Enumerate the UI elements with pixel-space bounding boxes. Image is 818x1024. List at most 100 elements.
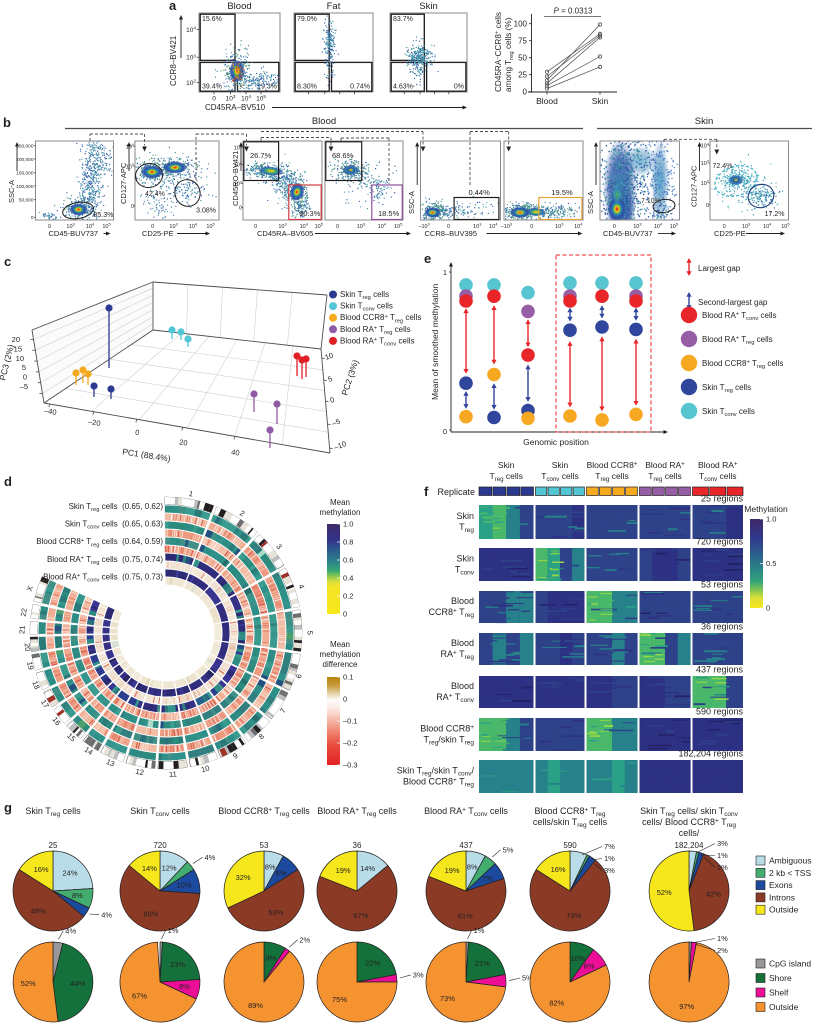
svg-text:250,000: 250,000: [16, 144, 34, 150]
svg-text:–103​: –103​: [418, 222, 430, 230]
svg-text:CCR8–BV421: CCR8–BV421: [169, 35, 178, 86]
svg-text:0: 0: [723, 224, 726, 230]
svg-text:42%: 42%: [706, 890, 721, 899]
svg-text:8%: 8%: [467, 863, 478, 872]
svg-text:Mean: Mean: [330, 498, 350, 507]
svg-text:53%: 53%: [268, 908, 283, 917]
svg-text:Skin: Skin: [456, 554, 474, 564]
svg-text:CCR8+​ Treg​: CCR8+​ Treg​: [429, 607, 475, 619]
svg-text:52%: 52%: [21, 979, 36, 988]
svg-text:105​: 105​: [234, 143, 243, 151]
svg-text:5: 5: [305, 631, 314, 635]
svg-text:105​: 105​: [670, 222, 679, 230]
svg-text:60.3%: 60.3%: [299, 209, 321, 218]
svg-text:–0.1: –0.1: [343, 717, 358, 726]
svg-text:Skin: Skin: [498, 460, 515, 470]
svg-text:14: 14: [83, 745, 95, 757]
svg-text:97%: 97%: [679, 1002, 694, 1011]
svg-text:79.0%: 79.0%: [297, 16, 317, 23]
svg-text:19%: 19%: [336, 866, 351, 875]
svg-text:d: d: [4, 474, 12, 489]
svg-text:f: f: [424, 484, 429, 499]
svg-text:CCR8–BUV395: CCR8–BUV395: [425, 229, 478, 238]
svg-text:20: 20: [23, 643, 33, 652]
svg-text:c: c: [4, 254, 11, 269]
svg-text:5%: 5%: [522, 974, 533, 983]
svg-text:18.5%: 18.5%: [378, 209, 400, 218]
svg-text:104​: 104​: [489, 222, 498, 230]
svg-text:CD45RA–BV510: CD45RA–BV510: [205, 103, 266, 112]
svg-text:25 regions: 25 regions: [701, 494, 744, 504]
svg-text:Skin Treg​/skin Tconv​/: Skin Treg​/skin Tconv​/: [397, 766, 475, 778]
svg-text:1: 1: [188, 489, 194, 499]
svg-text:0: 0: [31, 215, 34, 221]
svg-text:23%: 23%: [170, 960, 185, 969]
svg-text:53: 53: [260, 841, 269, 850]
svg-text:3%: 3%: [604, 866, 615, 875]
svg-text:0: 0: [131, 204, 134, 210]
svg-text:25: 25: [518, 71, 527, 80]
svg-text:Skin Treg​ cells (0.65, 0.62): Skin Treg​ cells (0.65, 0.62): [69, 502, 164, 513]
svg-text:14%: 14%: [360, 864, 375, 873]
svg-text:Blood: Blood: [451, 596, 474, 606]
svg-text:CD45RA–​CCR8+​ cells: CD45RA–​CCR8+​ cells: [494, 12, 503, 92]
svg-text:2 kb < TSS: 2 kb < TSS: [769, 868, 811, 878]
svg-text:Mean of smoothed methylation: Mean of smoothed methylation: [430, 283, 440, 400]
svg-text:105​: 105​: [206, 222, 215, 230]
svg-text:3.08%: 3.08%: [196, 208, 216, 215]
svg-text:4: 4: [297, 583, 307, 590]
svg-text:2: 2: [238, 508, 246, 518]
svg-text:Skin Treg​ cells: Skin Treg​ cells: [702, 383, 751, 394]
svg-text:104​: 104​: [126, 142, 135, 150]
svg-text:53 regions: 53 regions: [701, 580, 744, 590]
svg-text:Blood CCR8+​: Blood CCR8+​: [420, 724, 474, 734]
svg-text:CD45-BUV737: CD45-BUV737: [49, 229, 99, 238]
svg-text:1%: 1%: [604, 854, 615, 863]
svg-text:5: 5: [22, 363, 26, 372]
svg-text:1%: 1%: [717, 934, 728, 943]
svg-text:0: 0: [48, 224, 51, 230]
svg-text:21%: 21%: [475, 959, 490, 968]
svg-text:3%: 3%: [413, 970, 424, 979]
svg-text:CD45RO-BV421: CD45RO-BV421: [231, 151, 240, 206]
svg-text:73%: 73%: [440, 994, 455, 1003]
svg-text:Fat: Fat: [327, 1, 341, 12]
svg-text:cells/skin Treg​ cells: cells/skin Treg​ cells: [533, 817, 608, 829]
svg-text:Skin Treg​ cells: Skin Treg​ cells: [25, 806, 81, 818]
svg-text:105​: 105​: [394, 222, 403, 230]
svg-text:182,204 regions: 182,204 regions: [678, 749, 743, 759]
svg-text:103​: 103​: [126, 162, 135, 170]
svg-text:22%: 22%: [365, 958, 380, 967]
svg-text:7.10%: 7.10%: [641, 198, 661, 205]
svg-text:1%: 1%: [474, 926, 485, 935]
svg-text:Skin Tconv​ cells: Skin Tconv​ cells: [340, 302, 393, 313]
svg-text:0: 0: [443, 427, 447, 436]
svg-text:19%: 19%: [445, 866, 460, 875]
svg-text:75%: 75%: [332, 995, 347, 1004]
svg-text:10%: 10%: [570, 954, 585, 963]
svg-text:104​: 104​: [300, 222, 309, 230]
svg-text:Blood RA+​ Treg​ cells: Blood RA+​ Treg​ cells: [317, 806, 397, 818]
svg-text:g: g: [4, 800, 12, 815]
svg-text:CD45-BUV737: CD45-BUV737: [603, 229, 653, 238]
svg-text:Introns: Introns: [769, 892, 795, 902]
svg-text:Blood: Blood: [536, 96, 558, 106]
svg-text:19.3%: 19.3%: [257, 84, 277, 91]
svg-text:2%: 2%: [717, 863, 728, 872]
svg-text:105​: 105​: [102, 222, 111, 230]
svg-text:Blood RA+​ Tconv​ cells: Blood RA+​ Tconv​ cells: [340, 336, 415, 347]
svg-text:methylation: methylation: [320, 508, 361, 517]
svg-text:CD127-APC: CD127-APC: [690, 165, 699, 207]
svg-text:Blood CCR8+​ Treg​: Blood CCR8+​ Treg​: [534, 806, 605, 818]
svg-text:SSC-A: SSC-A: [407, 191, 416, 214]
svg-text:Blood: Blood: [312, 116, 336, 127]
svg-text:Skin: Skin: [695, 116, 713, 127]
svg-text:Skin: Skin: [456, 511, 474, 521]
svg-text:103​: 103​: [226, 94, 236, 102]
svg-text:83.7%: 83.7%: [393, 16, 413, 23]
svg-text:21: 21: [17, 625, 26, 634]
svg-text:Blood RA+​: Blood RA+​: [645, 460, 685, 470]
svg-text:104​: 104​: [378, 222, 387, 230]
svg-text:0: 0: [447, 224, 450, 230]
svg-text:0: 0: [613, 224, 616, 230]
